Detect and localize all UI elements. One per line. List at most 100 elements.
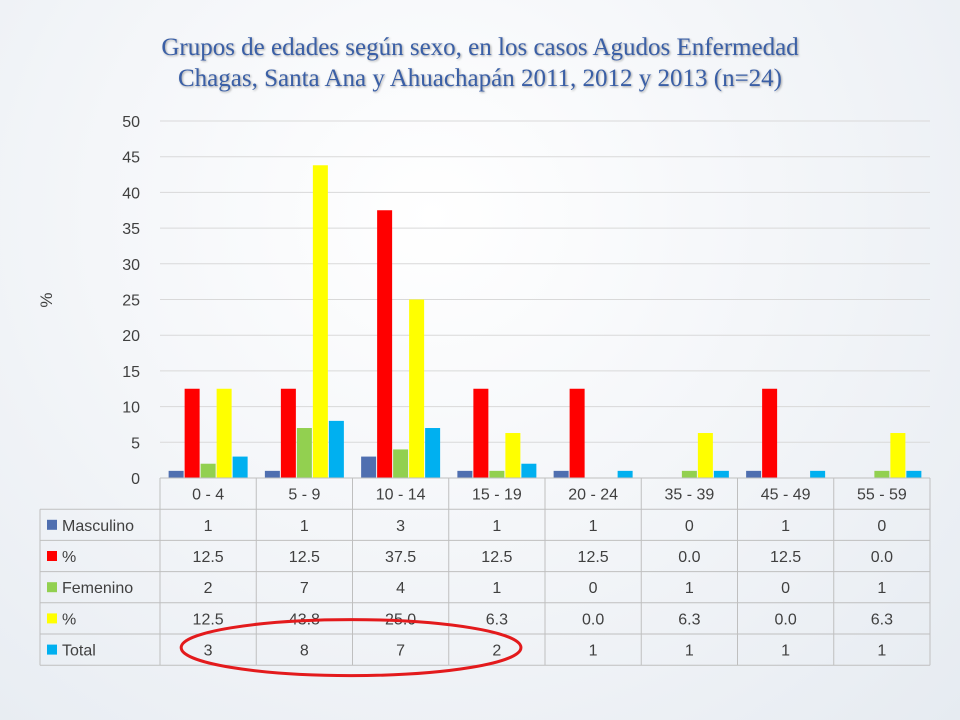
bar: [489, 470, 505, 478]
table-cell: 1: [204, 518, 213, 535]
table-cell: 1: [589, 643, 598, 660]
table-cell: 1: [300, 518, 309, 535]
legend-key: [47, 519, 57, 530]
bar: [425, 428, 441, 478]
table-cell: 0: [781, 580, 790, 597]
series-name: %: [62, 549, 76, 566]
bar: [810, 470, 826, 478]
table-cell: 0.0: [775, 611, 797, 628]
legend-key: [47, 582, 57, 593]
legend-key: [47, 644, 57, 655]
highlight-ellipse: [179, 618, 523, 678]
table-cell: 4: [396, 580, 405, 597]
y-tick-label: 15: [122, 364, 140, 381]
table-cell: 6.3: [678, 611, 700, 628]
series-name: Masculino: [62, 518, 134, 535]
bar: [746, 470, 762, 478]
table-cell: 1: [781, 643, 790, 660]
y-tick-label: 20: [122, 328, 140, 345]
category-label: 55 - 59: [857, 487, 907, 504]
y-tick-label: 25: [122, 293, 140, 310]
chart-title: Grupos de edades según sexo, en los caso…: [0, 32, 960, 94]
table-cell: 8: [300, 643, 309, 660]
chart-title-line-1: Grupos de edades según sexo, en los caso…: [161, 34, 799, 61]
bar: [521, 463, 537, 478]
bar: [697, 433, 713, 478]
chart-title-line-2: Chagas, Santa Ana y Ahuachapán 2011, 201…: [177, 65, 783, 92]
bar: [200, 463, 216, 478]
bar: [296, 428, 312, 478]
y-tick-label: 35: [122, 221, 140, 238]
category-label: 45 - 49: [761, 487, 811, 504]
table-cell: 7: [300, 580, 309, 597]
table-cell: 12.5: [289, 549, 320, 566]
category-label: 35 - 39: [664, 487, 714, 504]
table-cell: 1: [781, 518, 790, 535]
table-cell: 12.5: [578, 549, 609, 566]
table-cell: 0.0: [582, 611, 604, 628]
bar: [553, 470, 569, 478]
y-tick-label: 40: [122, 185, 140, 202]
table-cell: 37.5: [385, 549, 416, 566]
table-cell: 1: [492, 580, 501, 597]
series-name: %: [62, 611, 76, 628]
table-cell: 0: [685, 518, 694, 535]
table-cell: 0.0: [871, 549, 893, 566]
table-cell: 12.5: [193, 549, 224, 566]
bar: [713, 470, 729, 478]
table-cell: 6.3: [486, 611, 508, 628]
table-cell: 12.5: [770, 549, 801, 566]
table-cell: 6.3: [871, 611, 893, 628]
legend-key: [47, 551, 57, 561]
table-cell: 12.5: [193, 611, 224, 628]
y-tick-label: 45: [122, 150, 140, 167]
table-cell: 3: [396, 518, 405, 535]
bar: [569, 388, 585, 478]
bar: [232, 456, 248, 478]
table-cell: 3: [204, 643, 213, 660]
table-cell: 1: [877, 643, 886, 660]
table-cell: 12.5: [481, 549, 512, 566]
bar: [168, 470, 184, 478]
table-cell: 2: [204, 580, 213, 597]
y-tick-label: 5: [131, 435, 140, 452]
category-label: 0 - 4: [192, 487, 224, 504]
bar: [457, 470, 473, 478]
y-axis-label: %: [37, 292, 56, 307]
y-tick-label: 30: [122, 257, 140, 274]
table-cell: 0: [877, 518, 886, 535]
series-name: Total: [62, 643, 96, 660]
bar: [328, 420, 344, 478]
bar: [617, 470, 633, 478]
bar: [361, 456, 377, 478]
table-cell: 1: [685, 580, 694, 597]
bar: [473, 388, 489, 478]
category-label: 20 - 24: [568, 487, 618, 504]
table-cell: 7: [396, 643, 405, 660]
table-cell: 1: [685, 643, 694, 660]
bar: [874, 470, 890, 478]
bar: [409, 299, 425, 478]
bar: [505, 433, 521, 478]
bar: [184, 388, 200, 478]
series-name: Femenino: [62, 580, 133, 597]
table-cell: 2: [492, 643, 501, 660]
table-cell: 0.0: [678, 549, 700, 566]
bar: [280, 388, 296, 478]
bar: [890, 433, 906, 478]
bar: [264, 470, 280, 478]
y-tick-label: 50: [122, 114, 140, 131]
table-cell: 0: [589, 580, 598, 597]
bar: [762, 388, 778, 478]
category-label: 5 - 9: [288, 487, 320, 504]
category-label: 10 - 14: [376, 487, 426, 504]
y-tick-label: 10: [122, 400, 140, 417]
bar: [906, 470, 922, 478]
legend-key: [47, 613, 57, 624]
y-tick-label: 0: [131, 471, 140, 488]
table-cell: 1: [589, 518, 598, 535]
table-cell: 1: [492, 518, 501, 535]
bar: [216, 388, 232, 478]
category-label: 15 - 19: [472, 487, 522, 504]
